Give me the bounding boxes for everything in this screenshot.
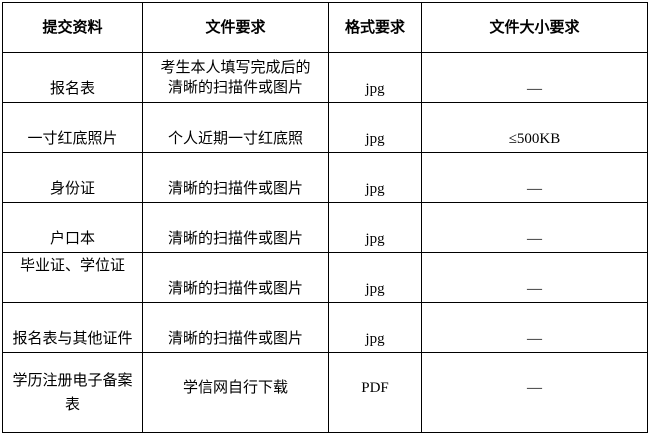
- requirement-cell: 清晰的扫描件或图片: [142, 202, 329, 253]
- size-cell: ≤500KB: [421, 102, 648, 153]
- size-cell: —: [421, 52, 648, 103]
- header-size: 文件大小要求: [421, 2, 648, 53]
- header-format: 格式要求: [328, 2, 422, 53]
- table-row: 身份证 清晰的扫描件或图片 jpg —: [2, 152, 648, 203]
- table-row: 一寸红底照片 个人近期一寸红底照 jpg ≤500KB: [2, 102, 648, 153]
- header-requirement: 文件要求: [142, 2, 329, 53]
- material-cell: 报名表: [2, 52, 143, 103]
- size-cell: —: [421, 302, 648, 353]
- material-cell: 身份证: [2, 152, 143, 203]
- material-cell: 毕业证、学位证: [2, 252, 143, 303]
- format-cell: jpg: [328, 202, 422, 253]
- format-cell: PDF: [328, 352, 422, 433]
- requirement-cell: 清晰的扫描件或图片: [142, 302, 329, 353]
- table-row: 报名表与其他证件 清晰的扫描件或图片 jpg —: [2, 302, 648, 353]
- format-cell: jpg: [328, 102, 422, 153]
- requirement-cell: 清晰的扫描件或图片: [142, 152, 329, 203]
- requirement-cell: 个人近期一寸红底照: [142, 102, 329, 153]
- table-row: 学历注册电子备案表 学信网自行下载 PDF —: [2, 352, 648, 433]
- format-cell: jpg: [328, 302, 422, 353]
- size-cell: —: [421, 152, 648, 203]
- requirement-cell: 考生本人填写完成后的清晰的扫描件或图片: [142, 52, 329, 103]
- size-cell: —: [421, 252, 648, 303]
- size-cell: —: [421, 202, 648, 253]
- format-cell: jpg: [328, 152, 422, 203]
- table-row: 报名表 考生本人填写完成后的清晰的扫描件或图片 jpg —: [2, 52, 648, 103]
- table-header-row: 提交资料 文件要求 格式要求 文件大小要求: [2, 2, 648, 53]
- material-cell: 一寸红底照片: [2, 102, 143, 153]
- requirement-cell: 清晰的扫描件或图片: [142, 252, 329, 303]
- material-cell: 报名表与其他证件: [2, 302, 143, 353]
- size-cell: —: [421, 352, 648, 433]
- format-cell: jpg: [328, 252, 422, 303]
- table-row: 毕业证、学位证 清晰的扫描件或图片 jpg —: [2, 252, 648, 303]
- table-row: 户口本 清晰的扫描件或图片 jpg —: [2, 202, 648, 253]
- requirement-cell: 学信网自行下载: [142, 352, 329, 433]
- format-cell: jpg: [328, 52, 422, 103]
- material-cell: 户口本: [2, 202, 143, 253]
- header-material: 提交资料: [2, 2, 143, 53]
- material-cell: 学历注册电子备案表: [2, 352, 143, 433]
